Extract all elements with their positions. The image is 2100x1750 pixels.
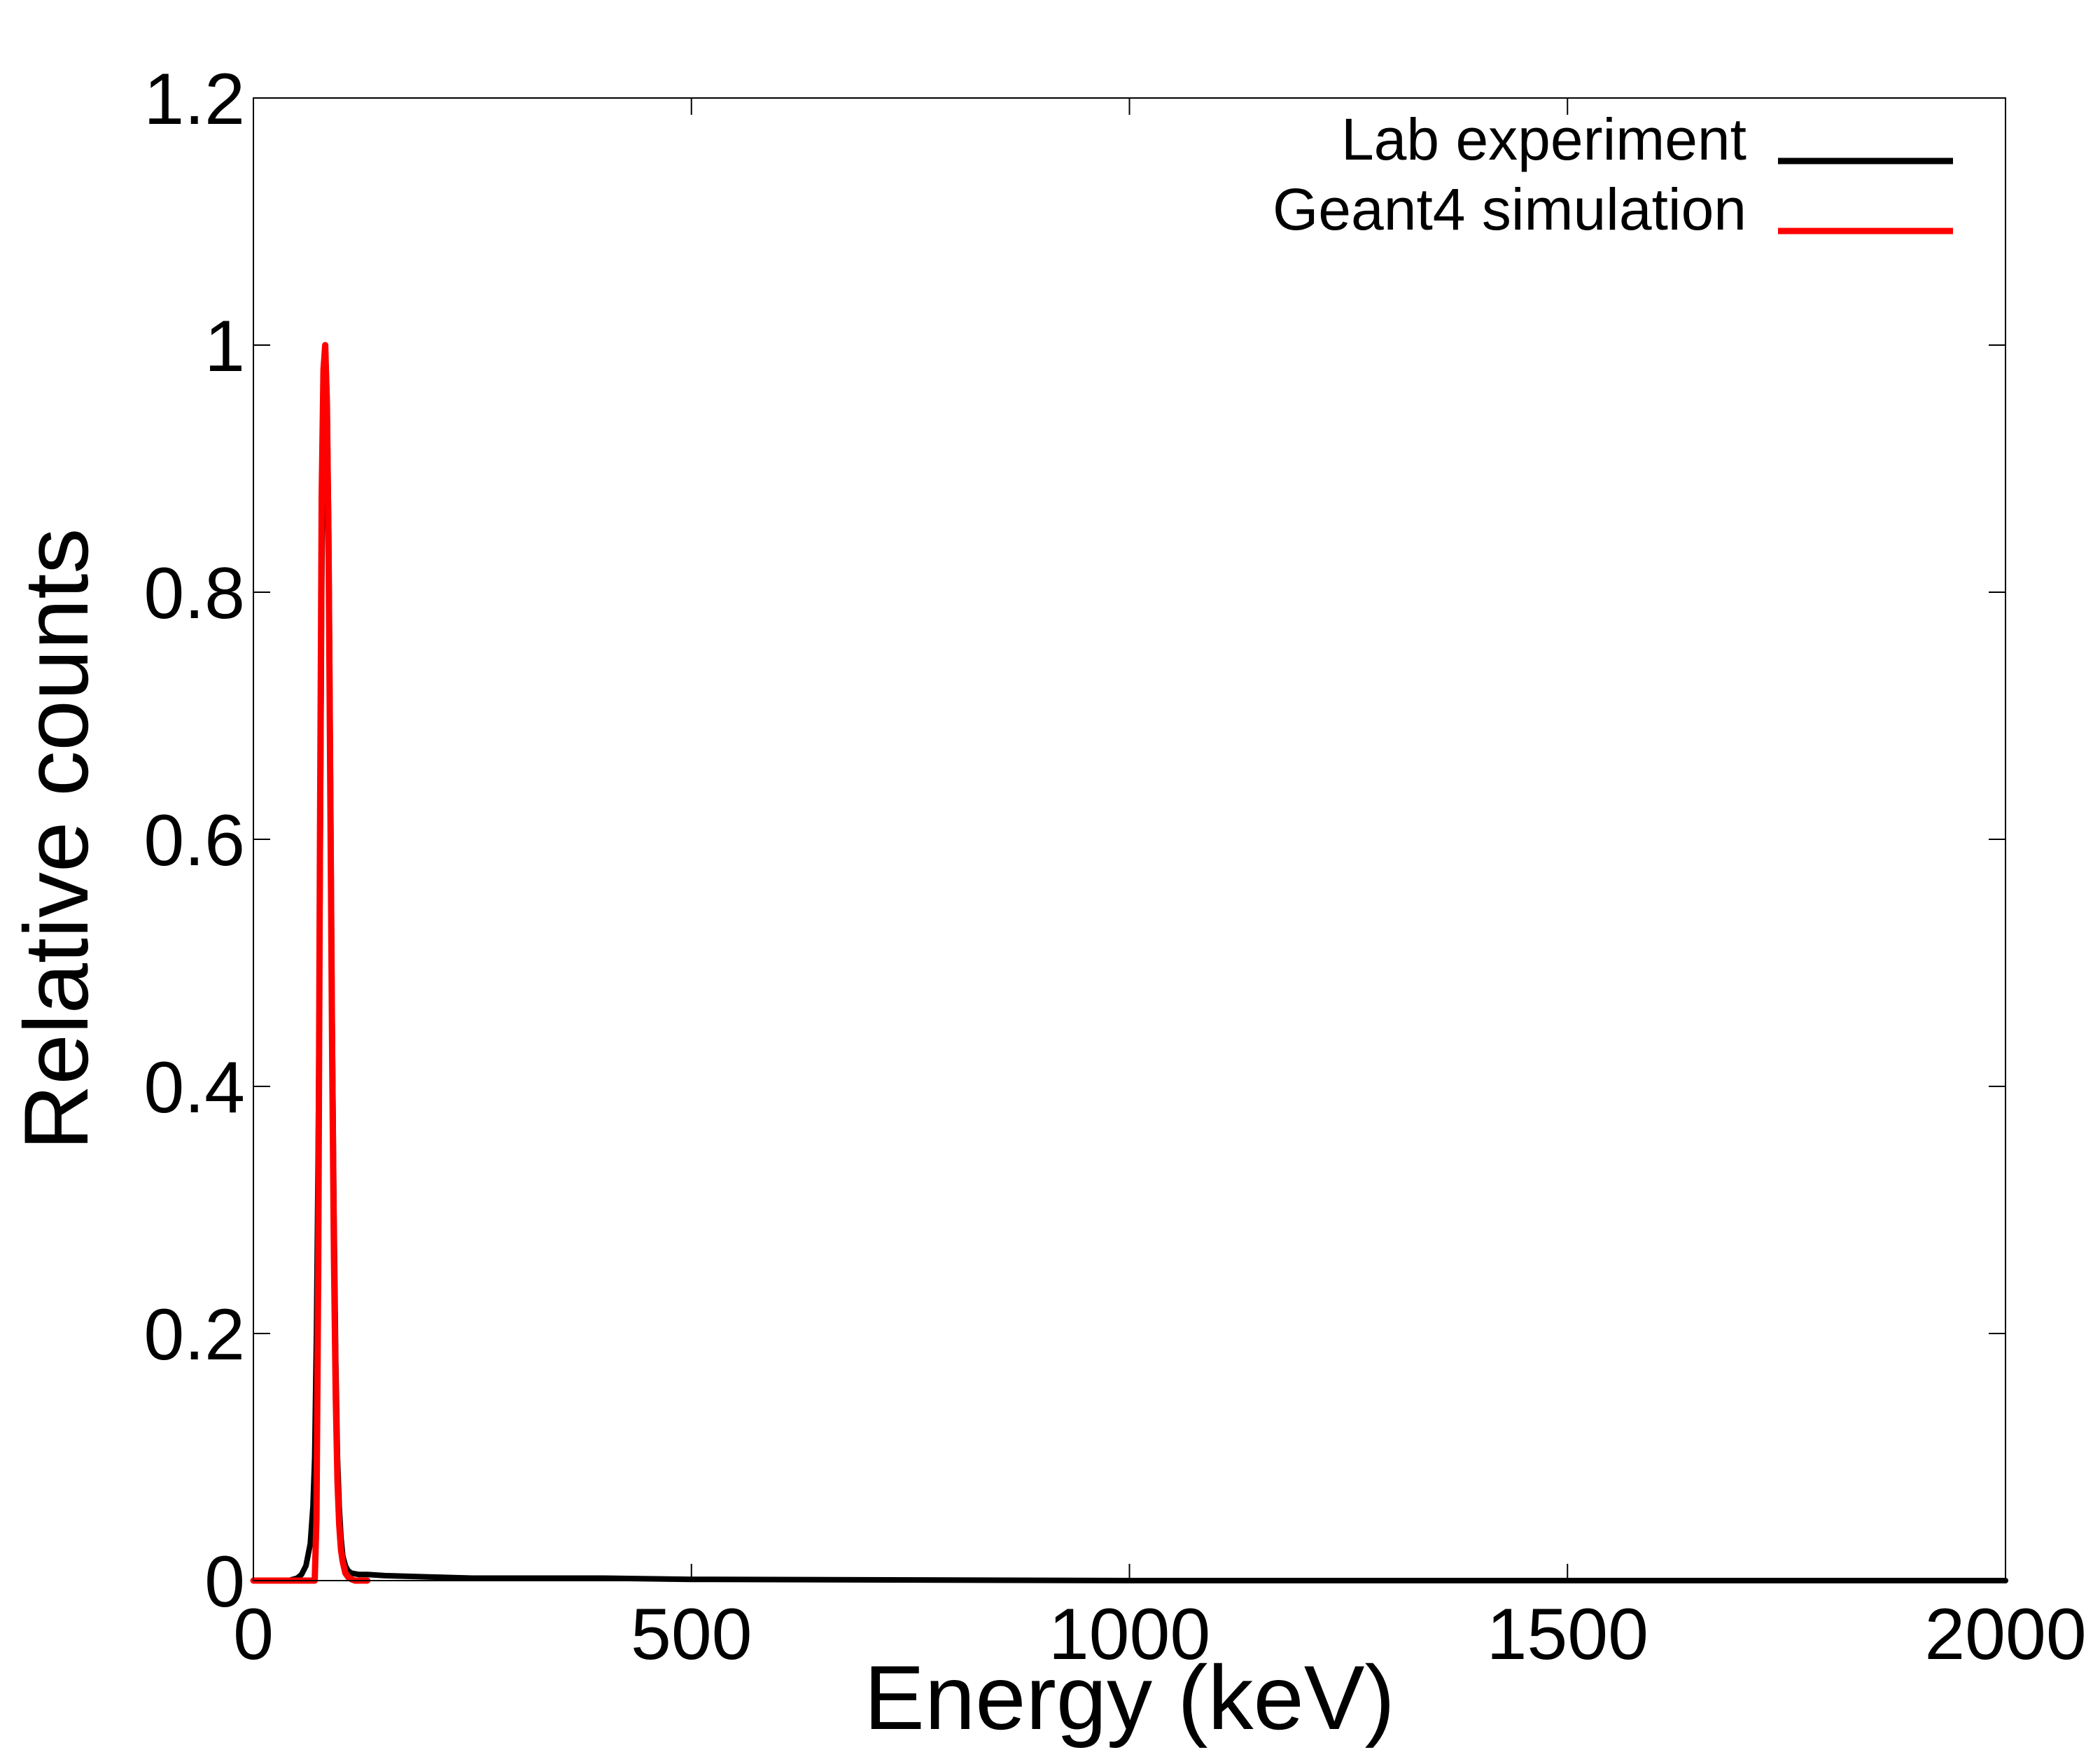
legend-label: Lab experiment [1341, 106, 1746, 172]
y-axis-title: Relative counts [5, 528, 107, 1151]
x-tick-label: 1000 [1049, 1594, 1210, 1675]
y-tick-label: 0.2 [144, 1294, 245, 1376]
legend-label: Geant4 simulation [1273, 176, 1746, 242]
x-tick-label: 500 [631, 1594, 752, 1675]
x-tick-label: 1500 [1487, 1594, 1648, 1675]
series-layer [250, 342, 2008, 1584]
x-tick-label: 0 [233, 1594, 274, 1675]
series-line-lab-experiment [251, 342, 2008, 1583]
x-axis-title: Energy (keV) [864, 1646, 1395, 1749]
series-line-geant4-simulation [250, 342, 371, 1584]
y-tick-label: 1 [204, 306, 245, 387]
y-tick-label: 0.4 [144, 1047, 245, 1128]
y-tick-label: 0 [204, 1541, 245, 1623]
y-tick-label: 0.8 [144, 553, 245, 634]
y-tick-label: 1.2 [144, 59, 245, 140]
y-tick-label: 0.6 [144, 800, 245, 881]
plot-frame [253, 97, 2006, 1581]
tick-layer: 0 500 1000 1500 2000 0 0.2 0.4 0.6 0.8 1 1.2 [144, 59, 2086, 1675]
x-tick-label: 2000 [1924, 1594, 2086, 1675]
